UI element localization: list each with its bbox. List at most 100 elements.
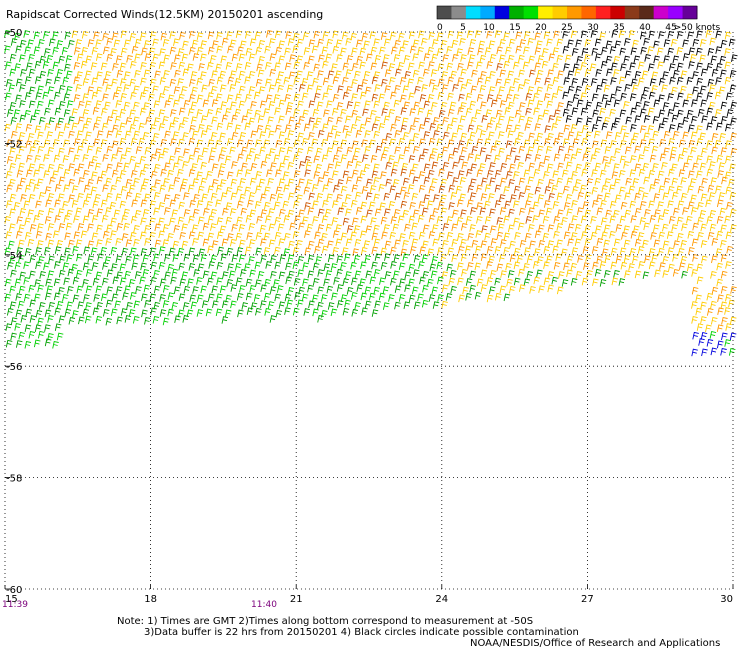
wind-barb: [14, 32, 21, 41]
wind-barb: [340, 139, 348, 148]
wind-barb: [401, 162, 409, 171]
wind-barb: [275, 169, 282, 177]
wind-barb: [375, 145, 383, 154]
wind-barb: [73, 62, 81, 70]
wind-barb: [707, 78, 715, 87]
wind-barb: [9, 285, 16, 294]
wind-barb: [219, 179, 227, 187]
wind-barb: [407, 184, 415, 192]
wind-barb: [87, 39, 95, 47]
wind-barb: [677, 109, 684, 118]
wind-barb: [278, 178, 286, 186]
wind-barb: [163, 54, 170, 63]
wind-barb: [563, 63, 570, 71]
wind-barb: [132, 254, 140, 263]
wind-barb: [124, 71, 131, 79]
wind-barb: [670, 146, 678, 155]
wind-barb: [100, 139, 108, 147]
wind-barb: [360, 91, 367, 100]
wind-barb: [130, 215, 138, 224]
wind-barb: [48, 38, 56, 47]
wind-barb: [370, 109, 377, 118]
wind-barb: [198, 123, 205, 132]
wind-barb: [374, 84, 381, 92]
wind-barb: [657, 61, 664, 69]
legend-swatch: [494, 6, 510, 19]
wind-barb: [707, 184, 715, 193]
wind-barb: [486, 261, 493, 269]
wind-barb: [686, 93, 693, 102]
wind-barb: [460, 238, 467, 247]
wind-barb: [476, 202, 483, 210]
wind-barb: [724, 307, 731, 315]
wind-barb: [715, 109, 722, 117]
wind-barb: [596, 238, 604, 246]
wind-barb: [148, 47, 156, 55]
wind-barb: [219, 132, 226, 141]
wind-barb: [691, 99, 698, 107]
wind-barb: [471, 253, 479, 262]
wind-barb: [379, 202, 386, 210]
wind-barb: [288, 270, 295, 279]
wind-barb: [613, 209, 620, 218]
wind-barb: [187, 184, 195, 193]
wind-barb: [9, 147, 16, 155]
wind-barb: [24, 248, 32, 256]
wind-barb: [288, 116, 296, 125]
wind-barb: [28, 284, 35, 293]
wind-barb: [342, 170, 350, 179]
wind-barb: [284, 232, 291, 241]
wind-barb: [91, 262, 99, 270]
wind-barb: [277, 84, 284, 93]
wind-barb: [287, 162, 294, 170]
wind-barb: [205, 124, 213, 133]
wind-barb: [196, 139, 204, 148]
wind-barb: [662, 270, 669, 278]
wind-barb: [700, 223, 707, 232]
wind-barb: [371, 76, 379, 85]
wind-barb: [653, 55, 660, 64]
wind-barb: [67, 286, 74, 294]
wind-barb: [469, 38, 477, 47]
wind-barb: [488, 255, 495, 264]
wind-barb: [85, 285, 93, 294]
wind-barb: [547, 69, 554, 77]
wind-barb: [336, 116, 343, 125]
wind-barb: [47, 239, 55, 248]
wind-barb: [644, 54, 651, 62]
wind-barb: [234, 263, 242, 271]
wind-barb: [725, 261, 732, 269]
wind-barb: [572, 186, 579, 194]
wind-barb: [625, 177, 632, 186]
wind-barb: [476, 61, 483, 70]
wind-barb: [167, 169, 174, 178]
wind-barb: [526, 270, 533, 279]
wind-barb: [652, 130, 660, 139]
wind-barb: [255, 307, 262, 316]
wind-barb: [320, 294, 328, 302]
lon-tick-label: 30: [720, 594, 733, 605]
wind-barb: [150, 276, 157, 285]
wind-barb: [534, 47, 542, 55]
legend-swatch: [668, 6, 684, 19]
wind-barb: [378, 93, 386, 102]
wind-barb: [623, 255, 631, 263]
wind-barb: [524, 185, 531, 193]
wind-barb: [207, 277, 214, 286]
wind-barb: [523, 31, 531, 39]
wind-barb: [565, 54, 572, 63]
wind-barb: [340, 202, 348, 210]
wind-barb: [260, 300, 267, 308]
wind-barb: [640, 46, 647, 55]
wind-barb: [638, 261, 645, 269]
wind-barb: [457, 170, 465, 178]
wind-barb: [244, 186, 251, 195]
wind-barb: [667, 247, 674, 255]
wind-barb: [301, 78, 309, 86]
wind-barb: [692, 222, 699, 231]
wind-barb: [561, 248, 568, 257]
wind-barb: [518, 177, 526, 186]
wind-barb: [571, 247, 579, 255]
wind-barb: [510, 194, 517, 202]
wind-barb: [632, 84, 639, 93]
